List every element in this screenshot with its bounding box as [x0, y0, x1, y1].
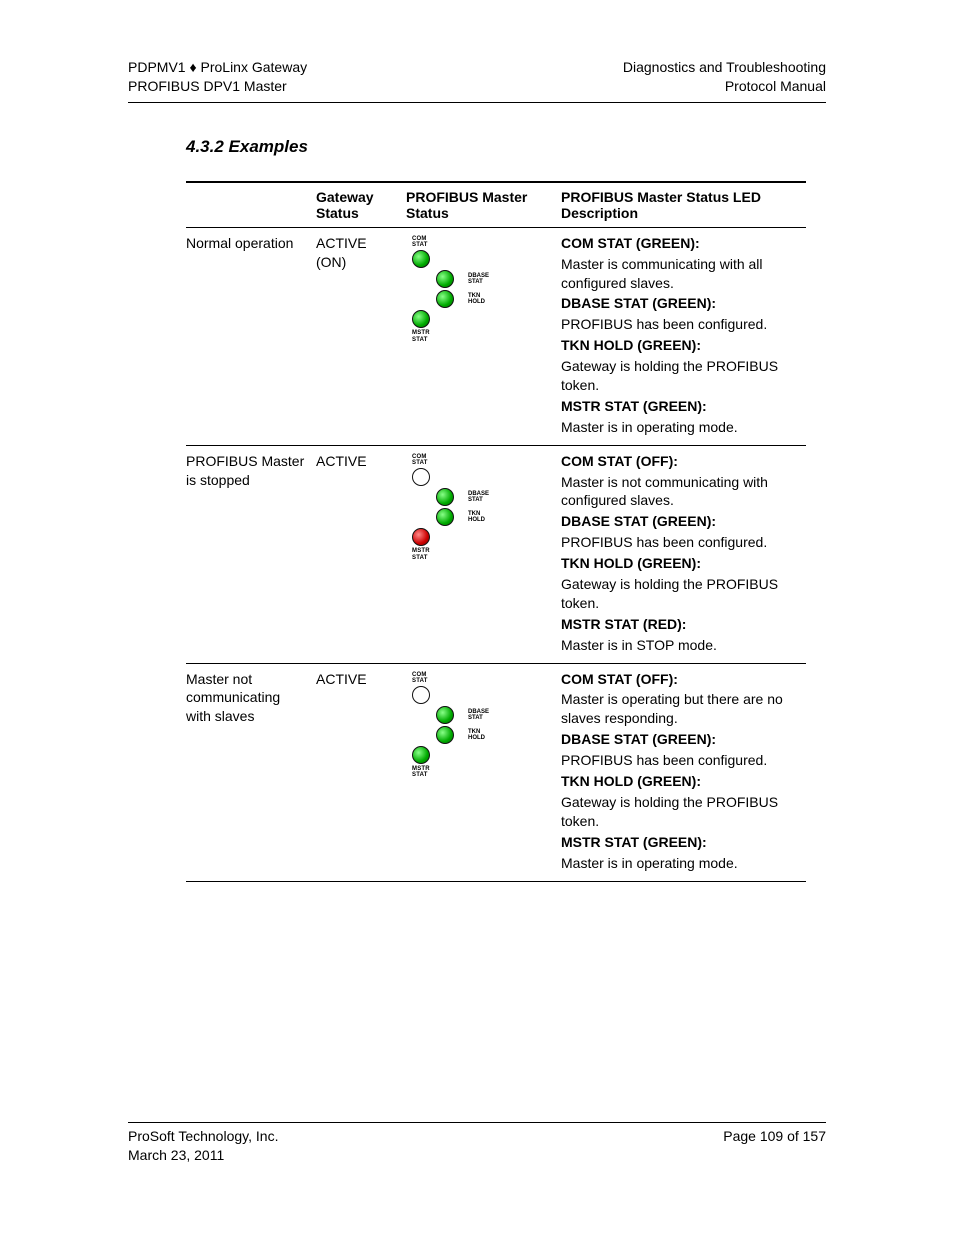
cell-description: COM STAT (GREEN): Master is communicating…: [561, 227, 806, 445]
desc-text: Master is in operating mode.: [561, 418, 798, 437]
desc-heading: TKN HOLD (GREEN):: [561, 554, 798, 573]
cell-master-status: COMSTAT DBASESTAT TKNHOLD MSTRSTAT: [406, 227, 561, 445]
header-right-line2: Protocol Manual: [623, 77, 826, 96]
desc-heading: DBASE STAT (GREEN):: [561, 730, 798, 749]
table-row: PROFIBUS Master is stopped ACTIVE COMSTA…: [186, 445, 806, 663]
led-dbase-stat: [436, 706, 454, 724]
cell-condition: PROFIBUS Master is stopped: [186, 445, 316, 663]
col-gateway-status: Gateway Status: [316, 182, 406, 228]
led-tkn-hold: [436, 290, 454, 308]
header-left-line2: PROFIBUS DPV1 Master: [128, 77, 307, 96]
cell-condition: Master not communicating with slaves: [186, 663, 316, 881]
col-description: PROFIBUS Master Status LED Description: [561, 182, 806, 228]
led-diagram: COMSTAT DBASESTAT TKNHOLD MSTRSTAT: [406, 452, 553, 561]
cell-master-status: COMSTAT DBASESTAT TKNHOLD MSTRSTAT: [406, 445, 561, 663]
footer-company: ProSoft Technology, Inc.: [128, 1127, 278, 1146]
header-left-line1: PDPMV1 ♦ ProLinx Gateway: [128, 58, 307, 77]
cell-master-status: COMSTAT DBASESTAT TKNHOLD MSTRSTAT: [406, 663, 561, 881]
desc-heading: MSTR STAT (GREEN):: [561, 397, 798, 416]
desc-heading: MSTR STAT (RED):: [561, 615, 798, 634]
col-condition: [186, 182, 316, 228]
led-diagram: COMSTAT DBASESTAT TKNHOLD MSTRSTAT: [406, 670, 553, 779]
led-com-stat: [412, 250, 430, 268]
desc-heading: COM STAT (GREEN):: [561, 234, 798, 253]
led-com-stat: [412, 686, 430, 704]
examples-table: Gateway Status PROFIBUS Master Status PR…: [186, 181, 806, 882]
led-label-dbase: DBASESTAT: [468, 491, 489, 504]
led-label-dbase: DBASESTAT: [468, 709, 489, 722]
desc-text: Gateway is holding the PROFIBUS token.: [561, 793, 798, 831]
led-label-dbase: DBASESTAT: [468, 273, 489, 286]
cell-gateway-status: ACTIVE: [316, 445, 406, 663]
led-label-tkn: TKNHOLD: [468, 729, 485, 742]
section-title: 4.3.2 Examples: [186, 137, 826, 157]
desc-text: Master is not communicating with configu…: [561, 473, 798, 511]
desc-text: PROFIBUS has been configured.: [561, 315, 798, 334]
led-label-com: COMSTAT: [412, 672, 553, 685]
desc-heading: COM STAT (OFF):: [561, 670, 798, 689]
desc-text: Gateway is holding the PROFIBUS token.: [561, 575, 798, 613]
desc-heading: TKN HOLD (GREEN):: [561, 772, 798, 791]
cell-condition: Normal operation: [186, 227, 316, 445]
desc-text: Master is communicating with all configu…: [561, 255, 798, 293]
desc-text: PROFIBUS has been configured.: [561, 751, 798, 770]
led-label-tkn: TKNHOLD: [468, 511, 485, 524]
cell-gateway-status: ACTIVE (ON): [316, 227, 406, 445]
desc-heading: DBASE STAT (GREEN):: [561, 512, 798, 531]
led-label-tkn: TKNHOLD: [468, 293, 485, 306]
led-mstr-stat: [412, 746, 430, 764]
cell-gateway-status: ACTIVE: [316, 663, 406, 881]
page-footer: ProSoft Technology, Inc. March 23, 2011 …: [128, 1122, 826, 1165]
desc-text: Master is in operating mode.: [561, 854, 798, 873]
led-label-mstr: MSTRSTAT: [412, 548, 553, 561]
table-row: Normal operation ACTIVE (ON) COMSTAT DBA…: [186, 227, 806, 445]
led-tkn-hold: [436, 508, 454, 526]
desc-heading: DBASE STAT (GREEN):: [561, 294, 798, 313]
table-row: Master not communicating with slaves ACT…: [186, 663, 806, 881]
col-master-status: PROFIBUS Master Status: [406, 182, 561, 228]
led-dbase-stat: [436, 488, 454, 506]
cell-description: COM STAT (OFF): Master is not communicati…: [561, 445, 806, 663]
header-right-line1: Diagnostics and Troubleshooting: [623, 58, 826, 77]
cell-description: COM STAT (OFF):Master is operating but t…: [561, 663, 806, 881]
desc-heading: MSTR STAT (GREEN):: [561, 833, 798, 852]
desc-text: Gateway is holding the PROFIBUS token.: [561, 357, 798, 395]
led-label-mstr: MSTRSTAT: [412, 766, 553, 779]
led-tkn-hold: [436, 726, 454, 744]
led-com-stat: [412, 468, 430, 486]
desc-text: PROFIBUS has been configured.: [561, 533, 798, 552]
led-label-com: COMSTAT: [412, 236, 553, 249]
desc-heading: TKN HOLD (GREEN):: [561, 336, 798, 355]
led-label-mstr: MSTRSTAT: [412, 330, 553, 343]
led-label-com: COMSTAT: [412, 454, 553, 467]
table-header-row: Gateway Status PROFIBUS Master Status PR…: [186, 182, 806, 228]
desc-heading: COM STAT (OFF):: [561, 452, 798, 471]
footer-rule: [128, 1122, 826, 1123]
led-dbase-stat: [436, 270, 454, 288]
led-diagram: COMSTAT DBASESTAT TKNHOLD MSTRSTAT: [406, 234, 553, 343]
desc-text: Master is in STOP mode.: [561, 636, 798, 655]
led-mstr-stat: [412, 528, 430, 546]
footer-date: March 23, 2011: [128, 1146, 278, 1165]
desc-text: Master is operating but there are no sla…: [561, 690, 798, 728]
page-header: PDPMV1 ♦ ProLinx Gateway PROFIBUS DPV1 M…: [128, 58, 826, 103]
led-mstr-stat: [412, 310, 430, 328]
footer-page-number: Page 109 of 157: [723, 1127, 826, 1165]
